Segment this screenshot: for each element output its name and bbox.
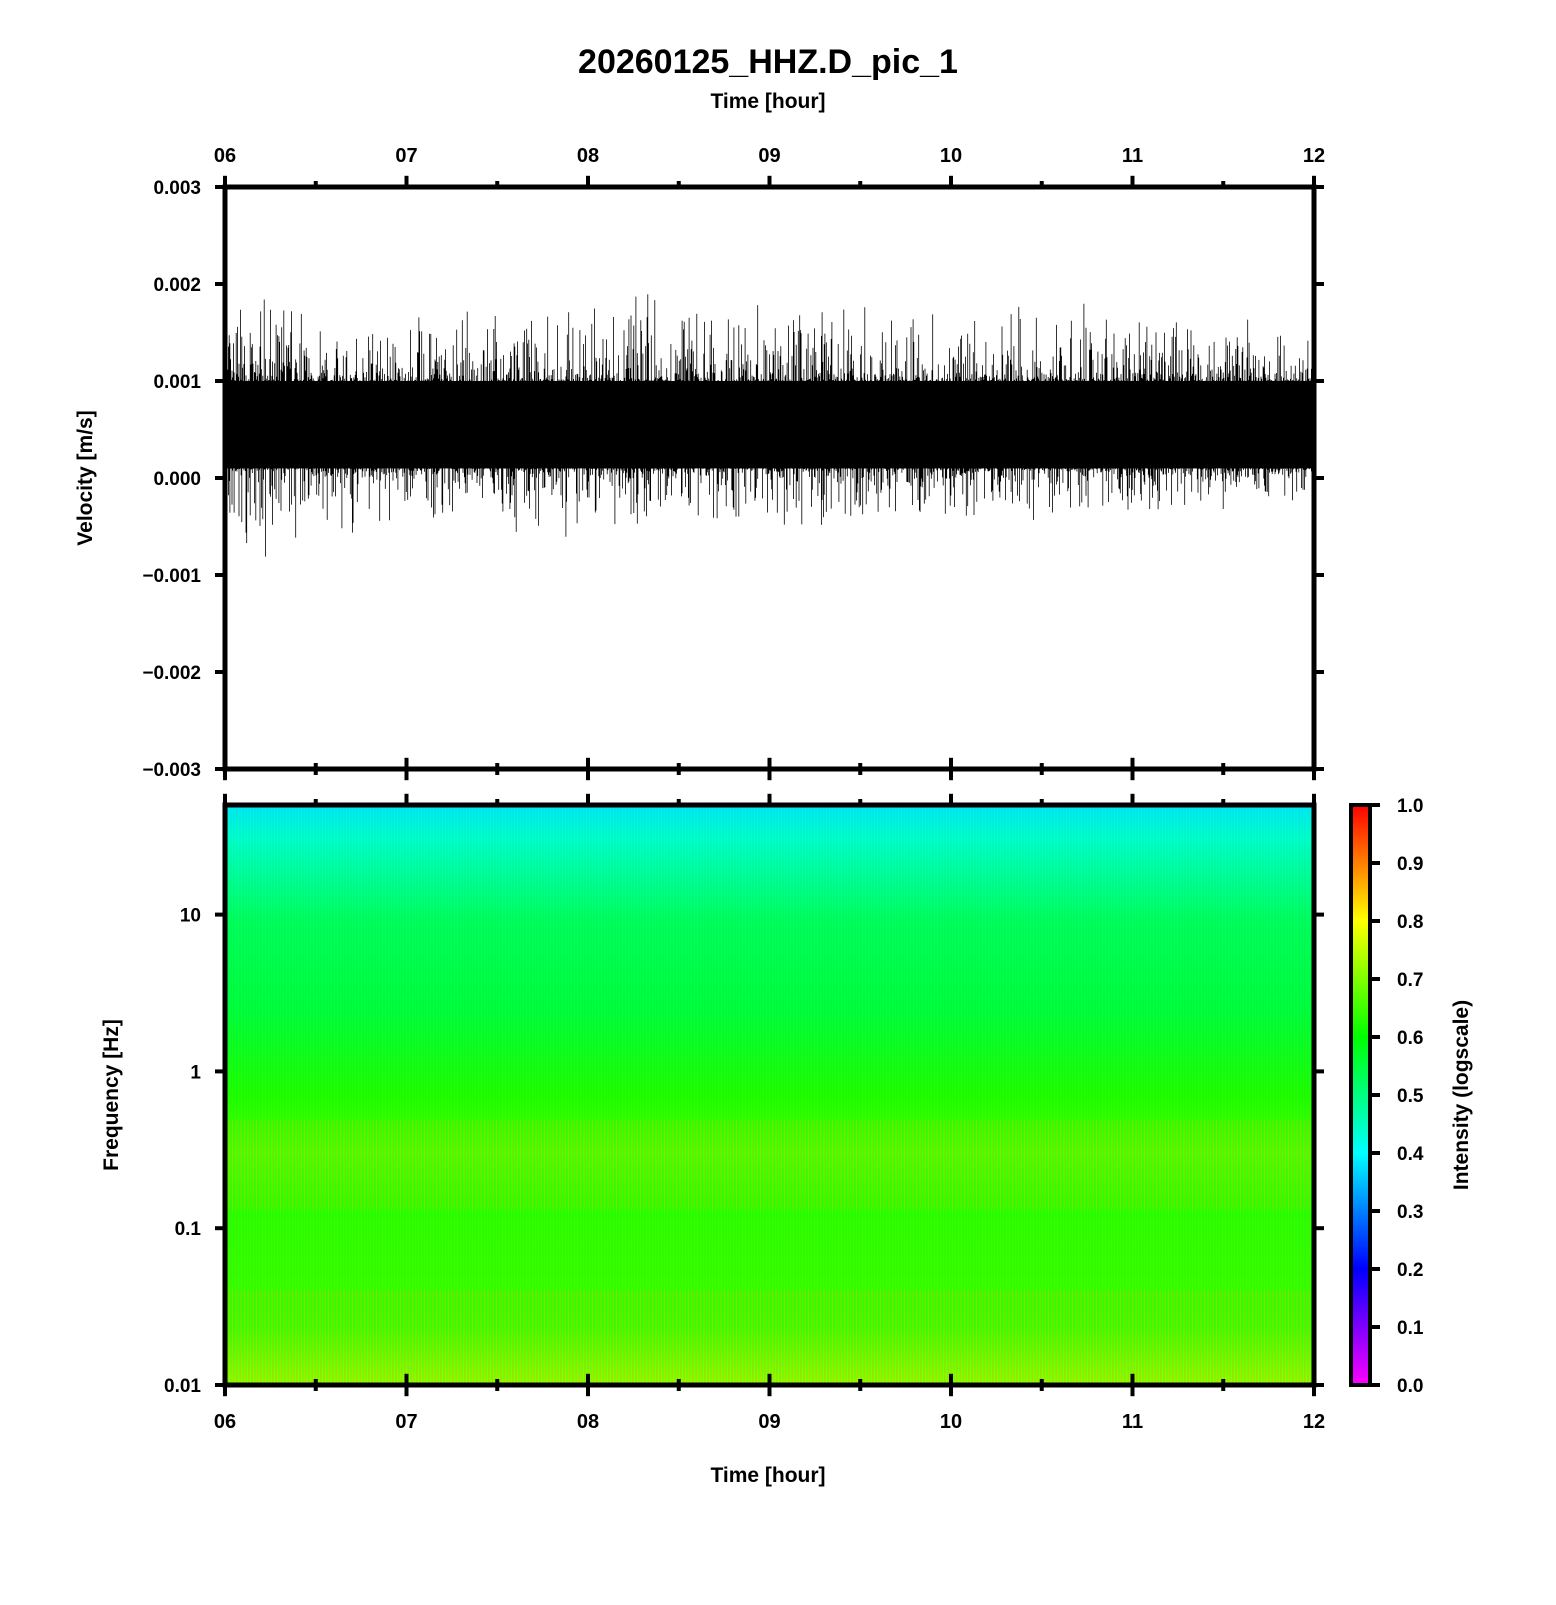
top-x-tick-label: 11 [1122, 145, 1143, 167]
top-x-tick-label: 12 [1303, 145, 1325, 167]
frequency-y-tick-label: 0.1 [175, 1219, 202, 1240]
spectrogram-band-low [225, 1120, 1314, 1210]
velocity-y-tick-label: 0.002 [153, 275, 201, 296]
bottom-x-tick-label: 11 [1122, 1411, 1143, 1433]
colorbar-tick-label: 0.6 [1397, 1028, 1423, 1049]
colorbar [1349, 803, 1372, 1387]
velocity-y-tick-label: 0.003 [153, 178, 201, 199]
velocity-y-tick-label: −0.002 [142, 663, 201, 684]
frequency-y-tick-label: 1 [190, 1062, 201, 1083]
chart-title: 20260125_HHZ.D_pic_1 [578, 43, 958, 81]
velocity-y-tick-label: 0.001 [153, 372, 201, 393]
colorbar-tick-label: 0.5 [1397, 1086, 1424, 1107]
bottom-x-tick-label: 08 [577, 1411, 599, 1433]
colorbar-tick-label: 1.0 [1397, 796, 1423, 817]
bottom-x-tick-label: 09 [758, 1411, 780, 1433]
colorbar-tick-label: 0.4 [1397, 1144, 1424, 1165]
top-x-axis-label: Time [hour] [710, 90, 825, 113]
colorbar-tick-label: 0.8 [1397, 912, 1423, 933]
bottom-x-tick-label: 07 [395, 1411, 417, 1433]
colorbar-tick-label: 0.3 [1397, 1202, 1423, 1223]
top-x-tick-label: 07 [395, 145, 417, 167]
top-x-tick-label: 10 [940, 145, 962, 167]
colorbar-tick-label: 0.9 [1397, 854, 1423, 875]
waveform-trace [224, 294, 1314, 557]
top-x-tick-label: 08 [577, 145, 599, 167]
colorbar-tick-label: 0.0 [1397, 1376, 1423, 1397]
bottom-x-tick-label: 10 [940, 1411, 962, 1433]
bottom-x-tick-label: 12 [1303, 1411, 1325, 1433]
spectrogram-plot [224, 805, 1314, 1385]
x-axis-label: Time [hour] [710, 1464, 825, 1487]
colorbar-label: Intensity (logscale) [1450, 1000, 1473, 1190]
colorbar-tick-label: 0.2 [1397, 1260, 1423, 1281]
axes: 06 06 07 07 08 08 09 09 10 10 11 11 12 12 0.003 0.002 0.… [142, 145, 1424, 1433]
y-axis-label-velocity: Velocity [m/s] [74, 410, 97, 545]
spectrogram-band-bottom [225, 1290, 1314, 1385]
spectrogram-image [225, 805, 1314, 1385]
waveform-plot [224, 294, 1314, 557]
top-x-tick-label: 06 [214, 145, 236, 167]
bottom-x-tick-label: 06 [214, 1411, 236, 1433]
frequency-y-tick-label: 0.01 [164, 1376, 201, 1397]
frequency-y-tick-label: 10 [180, 906, 201, 927]
top-x-tick-label: 09 [758, 145, 780, 167]
y-axis-label-frequency: Frequency [Hz] [100, 1019, 123, 1171]
waveform-frame [222, 184, 1317, 772]
velocity-y-tick-label: −0.001 [142, 566, 201, 587]
colorbar-tick-label: 0.1 [1397, 1318, 1424, 1339]
velocity-y-tick-label: 0.000 [153, 469, 201, 490]
colorbar-tick-label: 0.7 [1397, 970, 1423, 991]
velocity-y-tick-label: −0.003 [142, 760, 201, 781]
